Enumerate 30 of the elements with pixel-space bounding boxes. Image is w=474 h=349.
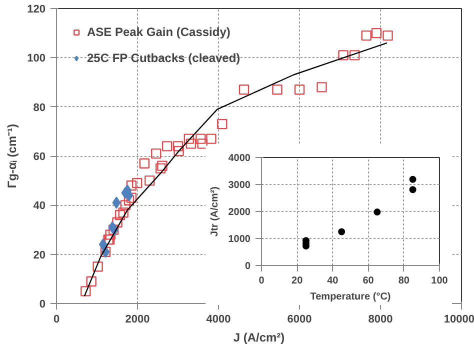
y-tick-label: 0 [39,298,46,310]
x-tick-label: 10000 [444,314,474,326]
y-tick-label: 1000 [228,234,251,245]
x-tick-label: 8000 [368,314,393,326]
x-tick-label: 80 [398,276,410,286]
x-tick-label: 20 [292,276,304,286]
y-tick-label: 120 [27,4,46,16]
x-axis-title: Temperature (°C) [310,292,391,302]
x-tick-label: 40 [327,276,339,286]
y-tick-label: 20 [33,249,46,262]
x-tick-label: 4000 [206,314,231,326]
y-tick-label: 80 [33,102,46,114]
y-tick-label: 100 [27,52,46,65]
x-tick-label: 2000 [125,314,150,326]
y-tick-label: 40 [33,200,46,212]
x-tick-label: 0 [53,314,60,326]
x-tick-label: 6000 [287,314,312,326]
legend-label: 25C FP Cutbacks (cleaved) [87,51,240,65]
x-tick-label: 60 [362,276,374,286]
y-tick-label: 60 [33,151,46,163]
y-tick-label: 0 [244,261,251,272]
x-axis-title: J (A/cm²) [233,330,285,344]
x-tick-label: 0 [258,276,265,286]
y-axis-title: Γg-αᵢ (cm⁻¹) [5,124,20,188]
legend-label: ASE Peak Gain (Cassidy) [87,25,230,39]
x-tick-label: 100 [431,276,448,286]
y-axis-title: Jtr (A/cm²) [209,186,220,236]
y-tick-label: 2000 [228,207,251,218]
y-tick-label: 4000 [228,153,251,164]
y-tick-label: 3000 [228,180,251,191]
